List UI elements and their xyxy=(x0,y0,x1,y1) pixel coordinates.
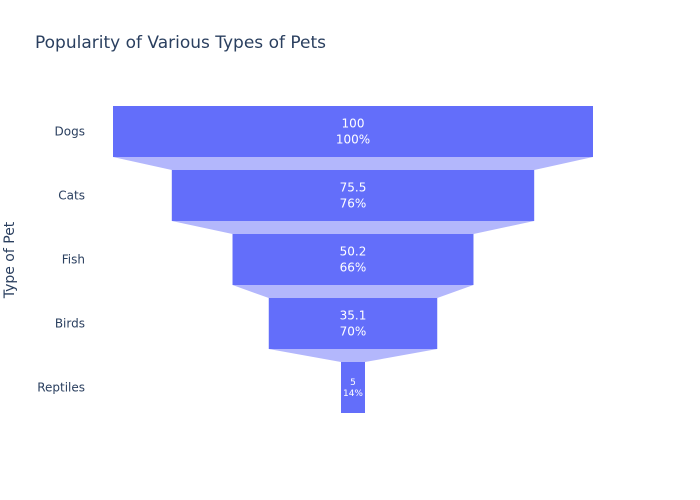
funnel-connector xyxy=(268,349,438,362)
y-tick-label: Birds xyxy=(55,317,85,331)
y-axis-title: Type of Pet xyxy=(2,221,18,299)
funnel-bars xyxy=(113,106,593,413)
bar-percent-label: 66% xyxy=(340,261,367,275)
funnel-bar-cats xyxy=(171,170,535,221)
bar-value-label: 35.1 xyxy=(340,309,367,323)
funnel-bar-reptiles xyxy=(341,362,365,413)
bar-value-label: 75.5 xyxy=(340,181,367,195)
bar-percent-label: 100% xyxy=(336,133,370,147)
bar-percent-label: 14% xyxy=(343,389,363,399)
bar-value-label: 5 xyxy=(350,378,356,388)
funnel-bar-labels: 100 100% 75.5 76% 50.2 66% 35.1 70% 514% xyxy=(336,117,370,399)
bar-value-label: 50.2 xyxy=(340,245,367,259)
y-tick-label: Dogs xyxy=(55,125,85,139)
funnel-bar-dogs xyxy=(113,106,593,157)
funnel-connector xyxy=(113,157,593,170)
y-tick-label: Cats xyxy=(58,189,85,203)
funnel-connector xyxy=(232,285,474,298)
y-tick-label: Fish xyxy=(62,253,85,267)
funnel-bar-fish xyxy=(232,234,474,285)
chart-title: Popularity of Various Types of Pets xyxy=(35,33,326,53)
funnel-connectors xyxy=(113,157,593,362)
funnel-connector xyxy=(171,221,535,234)
y-tick-label: Reptiles xyxy=(37,381,85,395)
bar-value-label: 100 xyxy=(342,117,365,131)
funnel-bar-birds xyxy=(268,298,438,349)
y-axis-ticks: Dogs Cats Fish Birds Reptiles xyxy=(37,125,85,395)
bar-percent-label: 70% xyxy=(340,325,367,339)
bar-percent-label: 76% xyxy=(340,197,367,211)
